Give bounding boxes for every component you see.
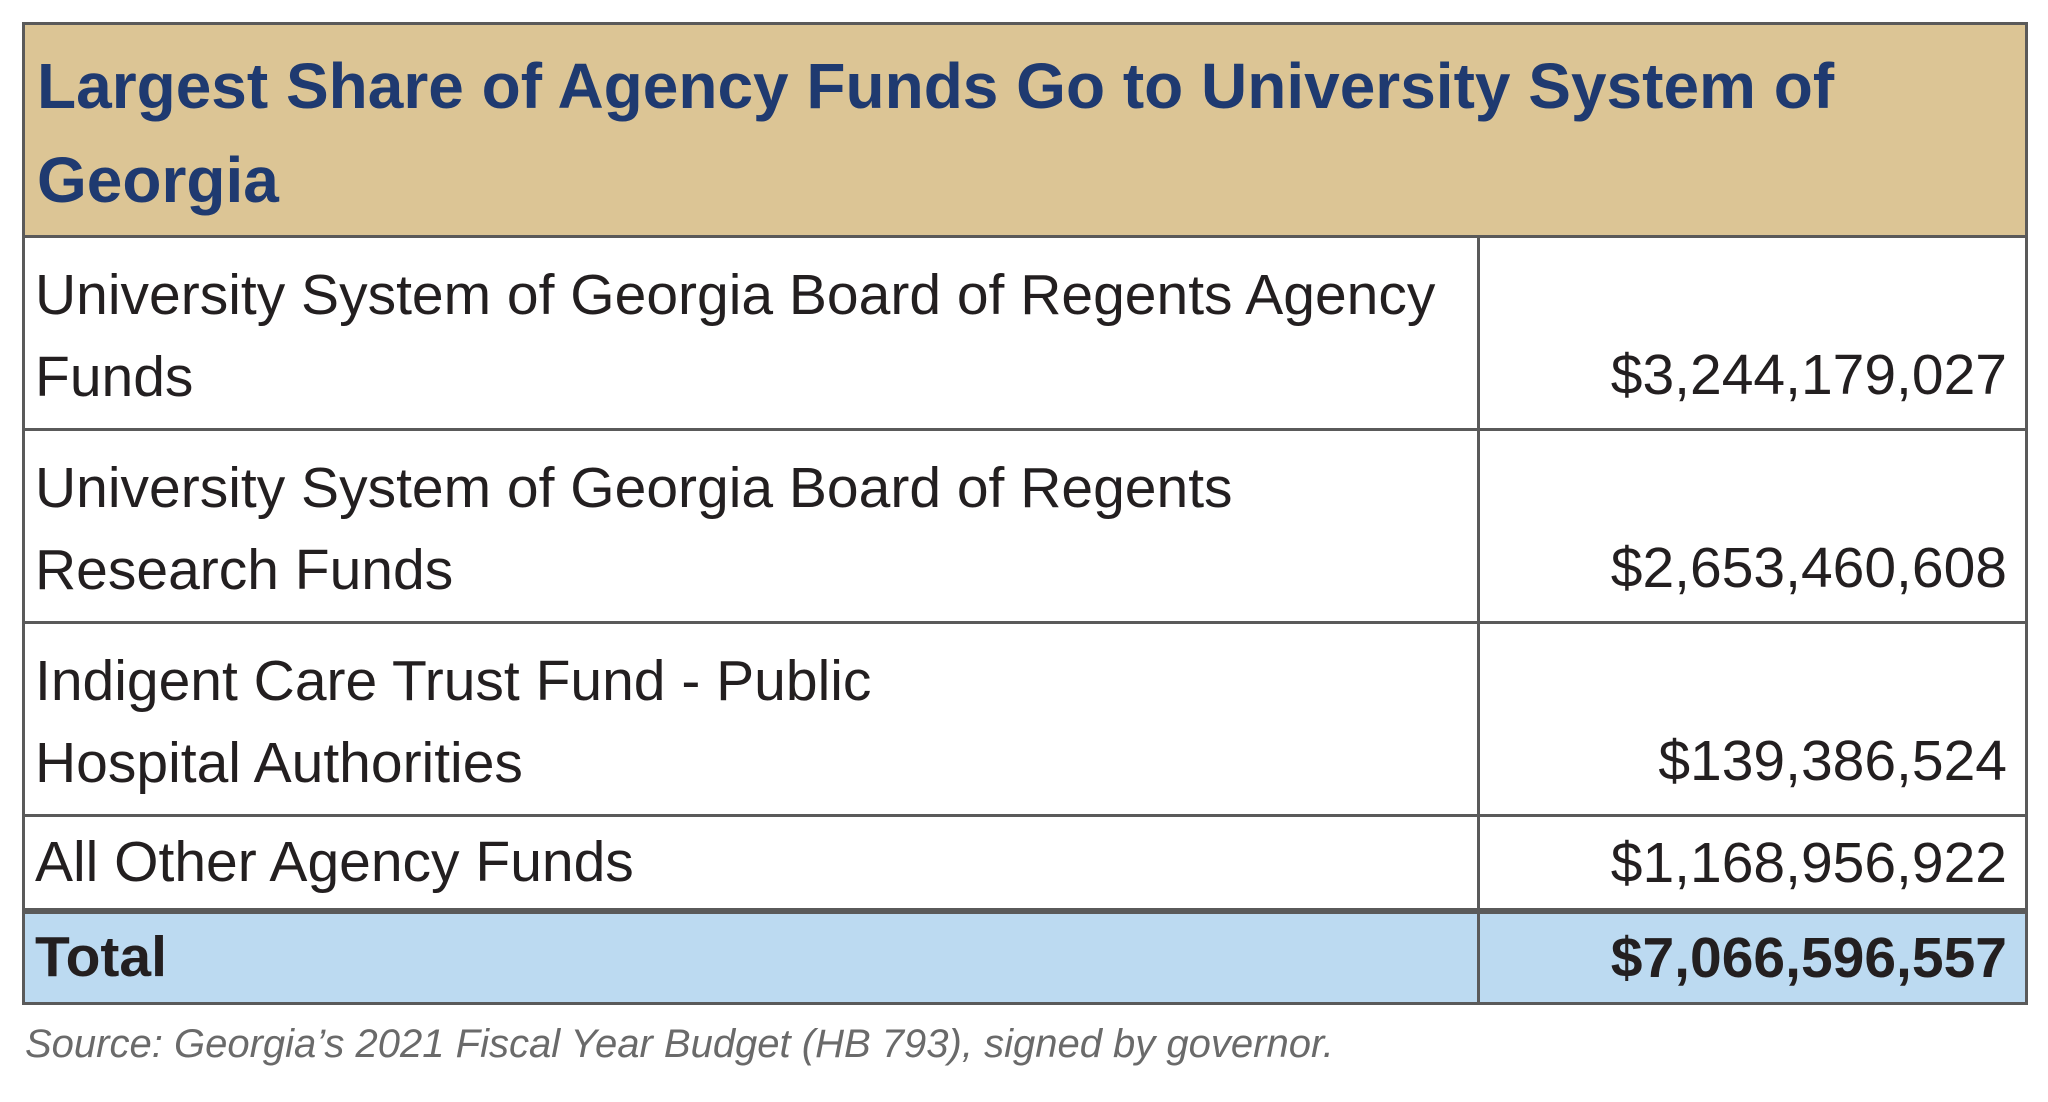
row-value: $2,653,460,608	[1480, 431, 2025, 621]
table-row: University System of Georgia Board of Re…	[25, 431, 2025, 624]
table-row: Indigent Care Trust Fund - Public Hospit…	[25, 624, 2025, 817]
table-title: Largest Share of Agency Funds Go to Univ…	[37, 50, 1835, 216]
row-label: Indigent Care Trust Fund - Public Hospit…	[25, 624, 1480, 814]
row-label: All Other Agency Funds	[25, 817, 1480, 908]
table-row: University System of Georgia Board of Re…	[25, 238, 2025, 431]
row-value-text: $3,244,179,027	[1610, 343, 2007, 407]
total-label: Total	[25, 914, 1480, 1002]
total-row: Total $7,066,596,557	[25, 911, 2025, 1002]
source-note: Source: Georgia’s 2021 Fiscal Year Budge…	[25, 1022, 1334, 1066]
row-label: University System of Georgia Board of Re…	[25, 238, 1480, 428]
funds-table: Largest Share of Agency Funds Go to Univ…	[22, 22, 2028, 1005]
total-value: $7,066,596,557	[1480, 914, 2025, 1002]
total-value-text: $7,066,596,557	[1610, 926, 2007, 990]
row-value-text: $2,653,460,608	[1610, 536, 2007, 600]
table-row: All Other Agency Funds $1,168,956,922	[25, 817, 2025, 911]
row-value-text: $139,386,524	[1658, 729, 2007, 793]
table-header: Largest Share of Agency Funds Go to Univ…	[25, 25, 2025, 238]
row-label: University System of Georgia Board of Re…	[25, 431, 1480, 621]
row-value: $1,168,956,922	[1480, 817, 2025, 908]
row-value: $3,244,179,027	[1480, 238, 2025, 428]
row-value-text: $1,168,956,922	[1610, 830, 2007, 895]
row-value: $139,386,524	[1480, 624, 2025, 814]
